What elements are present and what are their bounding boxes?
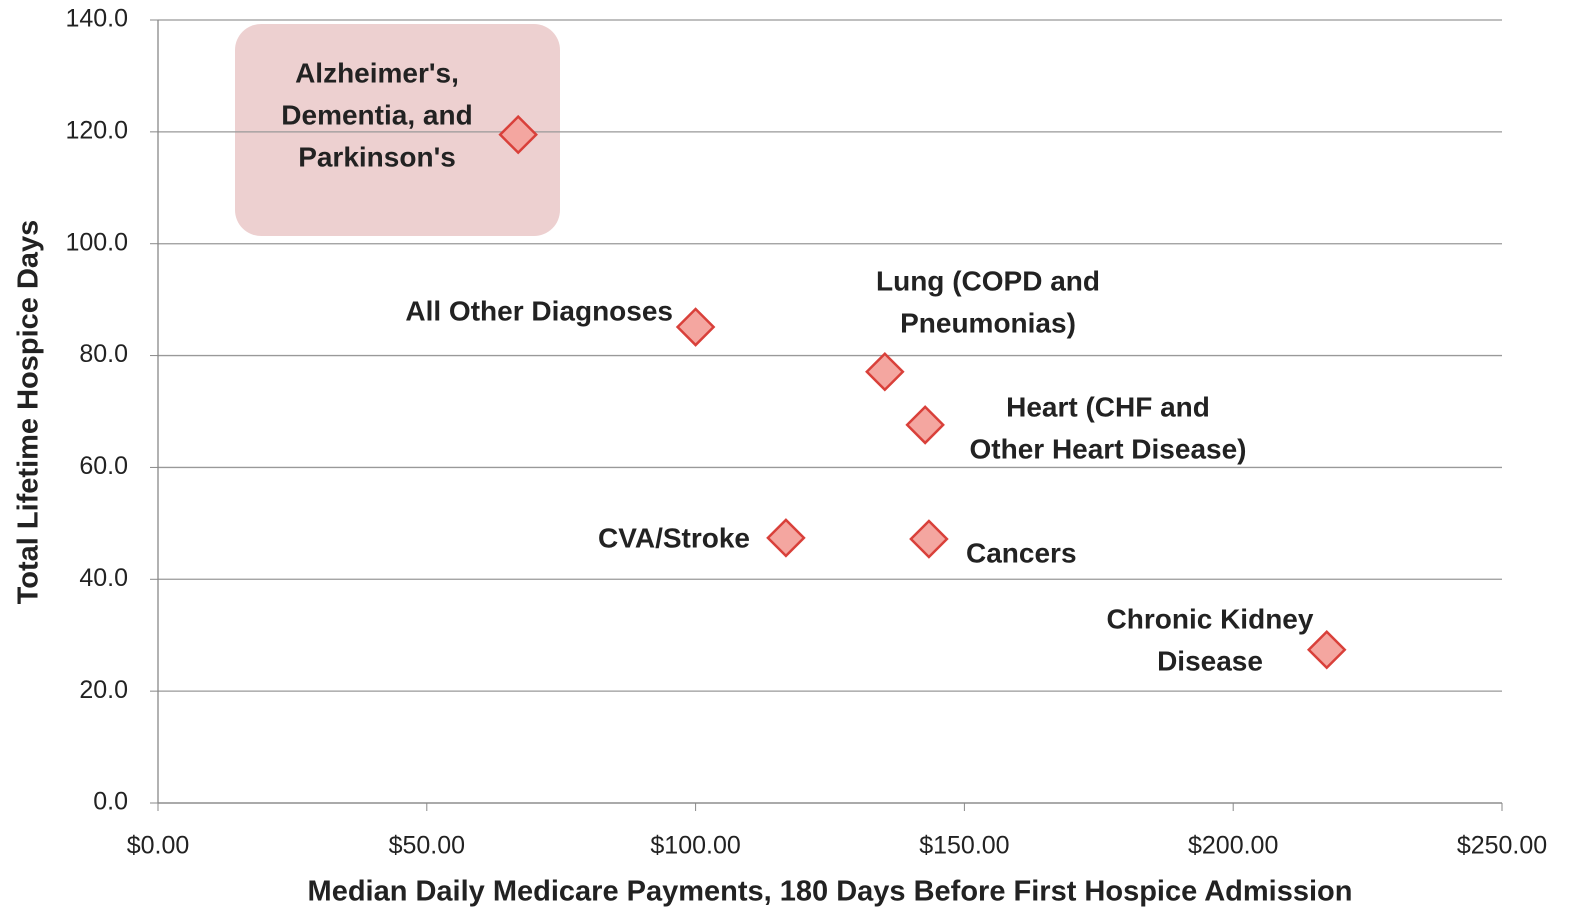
- point: [1306, 629, 1347, 670]
- point-label: Lung (COPD and: [876, 265, 1100, 296]
- point-label: CVA/Stroke: [598, 522, 750, 553]
- y-tick-label: 20.0: [79, 676, 128, 704]
- y-tick-label: 0.0: [93, 788, 128, 816]
- point: [905, 405, 945, 445]
- point-label: Cancers: [966, 537, 1077, 568]
- y-tick-label: 120.0: [65, 116, 128, 144]
- x-tick-label: $250.00: [1457, 832, 1547, 860]
- point-label: Other Heart Disease): [969, 433, 1246, 464]
- point-label: Parkinson's: [298, 141, 456, 172]
- point: [909, 519, 949, 559]
- point-label: Alzheimer's,: [295, 57, 459, 88]
- point-label: Dementia, and: [281, 99, 472, 130]
- x-tick-label: $150.00: [919, 832, 1009, 860]
- y-tick-label: 100.0: [65, 228, 128, 256]
- point: [498, 114, 538, 155]
- point: [865, 352, 905, 392]
- point-label: Heart (CHF and: [1006, 391, 1210, 422]
- y-axis-title: Total Lifetime Hospice Days: [13, 220, 45, 605]
- y-tick-label: 40.0: [79, 564, 128, 592]
- highlight-box: [235, 24, 560, 236]
- point-label: All Other Diagnoses: [405, 295, 673, 326]
- x-tick-label: $0.00: [127, 832, 190, 860]
- x-tick-label: $50.00: [389, 832, 465, 860]
- x-axis-title: Median Daily Medicare Payments, 180 Days…: [308, 876, 1353, 908]
- point-label: Chronic Kidney: [1107, 603, 1314, 634]
- point: [766, 518, 806, 558]
- y-tick-label: 140.0: [65, 5, 128, 33]
- y-tick-label: 80.0: [79, 340, 128, 368]
- x-tick-label: $100.00: [650, 832, 740, 860]
- point-label: Pneumonias): [900, 307, 1076, 338]
- point-label: Disease: [1157, 645, 1263, 676]
- point: [675, 307, 716, 347]
- x-tick-label: $200.00: [1188, 832, 1278, 860]
- y-tick-label: 60.0: [79, 452, 128, 480]
